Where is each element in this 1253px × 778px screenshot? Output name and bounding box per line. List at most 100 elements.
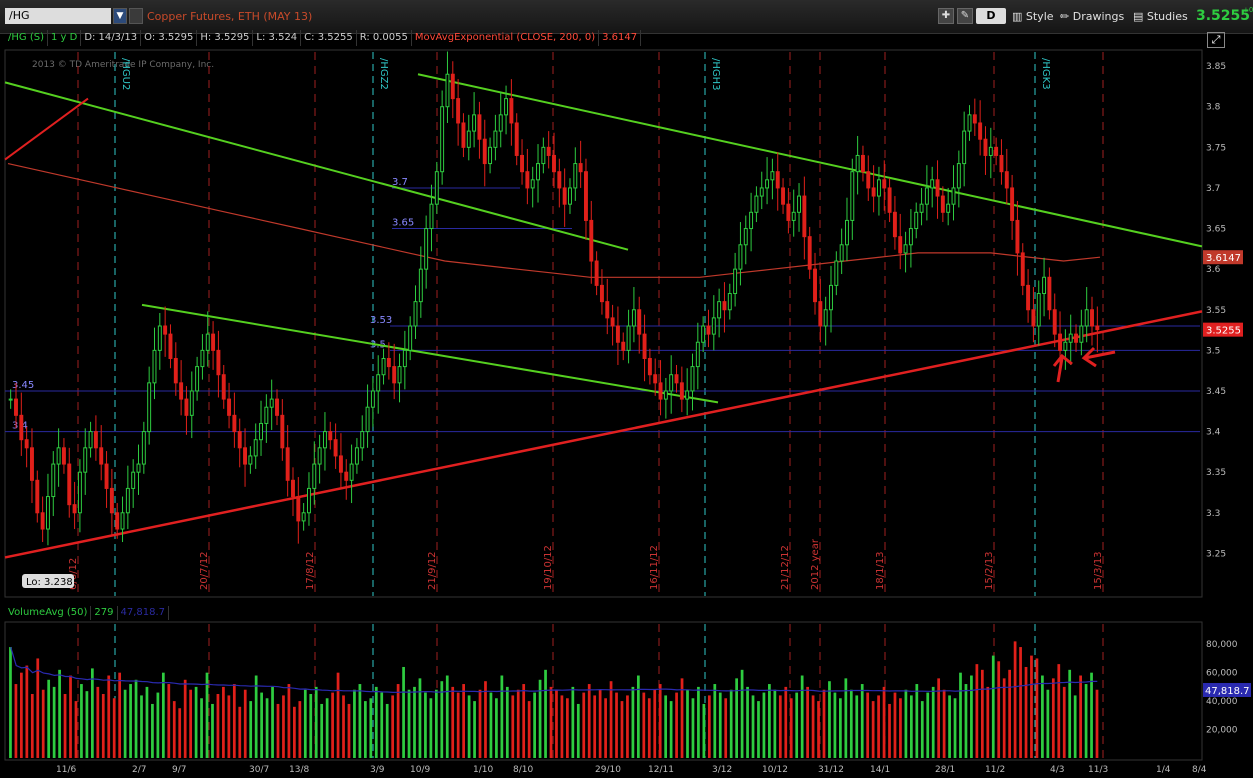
candle-body	[647, 357, 652, 376]
volume-tick-label: 60,000	[1206, 669, 1238, 679]
candle-body	[733, 268, 738, 295]
volume-bar	[363, 701, 367, 758]
volume-tick-label: 20,000	[1206, 726, 1238, 736]
instrument-description: Copper Futures, ETH (MAY 13)	[147, 10, 313, 23]
x-tick-label: 3/9	[370, 765, 385, 775]
y-tick-label: 3.6	[1206, 265, 1221, 275]
chart-expand-button[interactable]: ⤢	[1207, 32, 1225, 48]
symbol-lookup-button[interactable]	[129, 8, 143, 24]
studies-menu[interactable]: ▤ Studies	[1133, 8, 1188, 25]
volume-bar	[975, 664, 979, 758]
volume-bar	[882, 686, 886, 758]
candle-body	[83, 447, 88, 473]
candle-body	[1031, 309, 1036, 327]
candle-body	[301, 512, 306, 522]
volume-bar	[183, 679, 187, 758]
volume-bar	[402, 666, 405, 758]
candle-body	[163, 325, 168, 335]
candle-body	[120, 512, 125, 530]
volume-bar	[609, 681, 613, 758]
volume-bar	[991, 655, 995, 758]
candle-body	[802, 195, 807, 238]
volume-bar	[631, 686, 635, 758]
volume-bar	[1062, 686, 1066, 758]
volume-bar	[505, 686, 509, 758]
volume-bar	[232, 684, 236, 758]
level-label: 3.7	[392, 177, 408, 188]
candle-body	[1058, 333, 1063, 351]
candle-body	[429, 203, 434, 230]
candle-body	[967, 114, 972, 132]
volume-bar	[860, 684, 864, 758]
volume-bar	[1079, 675, 1082, 758]
volume-bar	[691, 698, 695, 758]
volume-bar	[915, 684, 919, 758]
y-tick-label: 3.8	[1206, 103, 1221, 113]
candle-body	[392, 366, 397, 384]
volume-bar	[822, 689, 826, 758]
volume-bar	[795, 692, 799, 758]
symbol-dropdown-button[interactable]: ▼	[113, 8, 127, 24]
symbol-input[interactable]: /HG	[5, 8, 111, 24]
style-icon: ▥	[1012, 10, 1026, 23]
volume-bar	[784, 686, 788, 758]
candle-body	[972, 114, 977, 124]
candle-body	[205, 333, 210, 351]
volume-bar	[451, 686, 455, 758]
volume-bar	[707, 695, 711, 758]
volume-bar	[227, 695, 231, 758]
candle-body	[615, 325, 620, 343]
volume-bar	[800, 675, 804, 758]
style-menu[interactable]: ▥ Style	[1012, 8, 1054, 25]
candle-body	[626, 325, 631, 351]
volume-bar	[69, 675, 72, 758]
volume-bar	[63, 694, 67, 758]
green-resistance-line	[4, 81, 629, 251]
x-tick-label: 3/12	[712, 765, 732, 775]
wrench-icon[interactable]: ✎	[957, 8, 973, 24]
candle-body	[445, 73, 450, 108]
candle-body	[35, 479, 40, 514]
price-panel	[4, 49, 1203, 598]
volume-bar	[920, 701, 924, 758]
volume-bar	[762, 692, 766, 758]
candle-body	[711, 317, 716, 335]
candle-body	[578, 163, 583, 173]
red-support-line	[4, 310, 1203, 559]
candle-body	[1026, 284, 1031, 311]
candle-body	[978, 122, 983, 140]
volume-bar	[806, 686, 809, 758]
candle-body	[690, 366, 695, 392]
volume-bar	[478, 689, 482, 758]
volume-bar	[675, 692, 678, 758]
volume-bar	[680, 678, 684, 758]
candle-body	[1004, 171, 1009, 189]
candle-body	[930, 179, 935, 189]
candle-body	[88, 431, 93, 449]
volume-bar	[849, 689, 853, 758]
candle-body	[781, 187, 786, 205]
drawings-menu[interactable]: ✏ Drawings	[1060, 8, 1124, 25]
volume-bar	[647, 698, 651, 758]
candle-body	[525, 171, 530, 189]
volume-bar	[549, 686, 553, 758]
x-tick-label: 8/10	[513, 765, 533, 775]
candle-body	[307, 487, 311, 514]
candle-body	[1063, 341, 1068, 351]
volume-bar	[511, 695, 515, 758]
volume-bar	[931, 686, 935, 758]
crosshair-icon[interactable]: ✚	[938, 8, 954, 24]
candle-body	[514, 122, 519, 156]
candle-body	[275, 398, 279, 416]
volume-bar	[937, 678, 941, 758]
aggregation-button[interactable]: D	[976, 8, 1006, 24]
y-tick-label: 3.7	[1206, 184, 1220, 194]
volume-bar	[205, 672, 209, 758]
candle-body	[461, 122, 466, 148]
date-separator-label: 15/3/13	[1093, 551, 1104, 590]
y-tick-label: 3.85	[1206, 62, 1226, 72]
volume-bar	[243, 689, 247, 758]
expiry-label: /HGK3	[1040, 58, 1051, 90]
volume-bar	[14, 684, 18, 758]
